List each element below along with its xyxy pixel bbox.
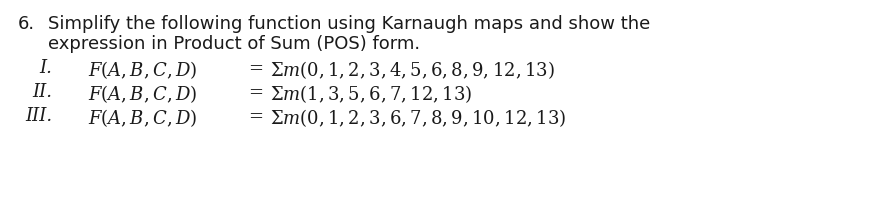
Text: $\mathit{F}(\mathit{A},\mathit{B},\mathit{C},\mathit{D})$: $\mathit{F}(\mathit{A},\mathit{B},\mathi…: [88, 59, 197, 81]
Text: $=$: $=$: [245, 58, 263, 76]
Text: $\Sigma\mathit{m}(0,1,2,3,6,7,8,9,10,12,13)$: $\Sigma\mathit{m}(0,1,2,3,6,7,8,9,10,12,…: [270, 107, 566, 129]
Text: $=$: $=$: [245, 106, 263, 124]
Text: 6.: 6.: [18, 15, 35, 33]
Text: $\mathit{F}(\mathit{A},\mathit{B},\mathit{C},\mathit{D})$: $\mathit{F}(\mathit{A},\mathit{B},\mathi…: [88, 83, 197, 105]
Text: Simplify the following function using Karnaugh maps and show the: Simplify the following function using Ka…: [48, 15, 650, 33]
Text: $\Sigma\mathit{m}(0,1,2,3,4,5,6,8,9,12,13)$: $\Sigma\mathit{m}(0,1,2,3,4,5,6,8,9,12,1…: [270, 59, 555, 81]
Text: I.: I.: [39, 59, 52, 77]
Text: expression in Product of Sum (POS) form.: expression in Product of Sum (POS) form.: [48, 35, 420, 53]
Text: II.: II.: [32, 83, 52, 101]
Text: $\Sigma\mathit{m}(1,3,5,6,7,12,13)$: $\Sigma\mathit{m}(1,3,5,6,7,12,13)$: [270, 83, 472, 105]
Text: $\mathit{F}(\mathit{A},\mathit{B},\mathit{C},\mathit{D})$: $\mathit{F}(\mathit{A},\mathit{B},\mathi…: [88, 107, 197, 129]
Text: $=$: $=$: [245, 82, 263, 100]
Text: III.: III.: [25, 107, 52, 125]
